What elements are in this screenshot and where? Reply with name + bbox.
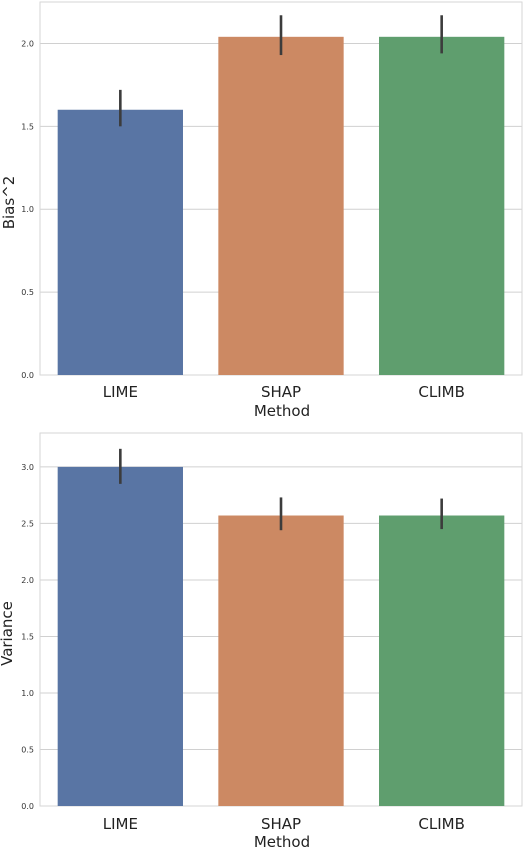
x-tick-label: LIME (103, 383, 138, 401)
x-tick-label: CLIMB (418, 383, 465, 401)
bias-chart: 0.0 0.5 1.0 1.5 2.0 LIME SHAP CLIMB Method Bias^2 (0, 1, 523, 420)
x-axis-label: Method (254, 833, 310, 848)
x-tick-label: SHAP (261, 383, 301, 401)
y-tick-label: 0.5 (21, 745, 34, 754)
bar-shap (218, 515, 344, 806)
y-axis-label: Bias^2 (0, 176, 18, 230)
bar-lime (57, 466, 183, 806)
y-tick-label: 1.5 (21, 632, 34, 641)
y-tick-label: 0.5 (21, 288, 34, 297)
x-tick-label: CLIMB (418, 815, 465, 833)
bar-lime (57, 109, 183, 375)
y-tick-label: 0.0 (21, 371, 34, 380)
y-tick-label: 2.5 (21, 519, 34, 528)
y-tick-label: 2.0 (21, 39, 34, 48)
x-tick-label: SHAP (261, 815, 301, 833)
x-tick-label: LIME (103, 815, 138, 833)
x-axis-label: Method (254, 402, 310, 420)
bar-climb (379, 515, 505, 806)
variance-chart: 0.0 0.5 1.0 1.5 2.0 2.5 3.0 LIME SHAP CLIMB Method… (0, 432, 523, 848)
y-axis-label: Variance (0, 601, 16, 666)
bar-shap (218, 36, 344, 376)
bar-climb (379, 36, 505, 376)
y-tick-label: 1.0 (21, 689, 34, 698)
y-tick-label: 2.0 (21, 576, 34, 585)
y-tick-label: 1.5 (21, 122, 34, 131)
y-tick-label: 0.0 (21, 802, 34, 811)
y-tick-label: 1.0 (21, 205, 34, 214)
y-tick-label: 3.0 (21, 463, 34, 472)
